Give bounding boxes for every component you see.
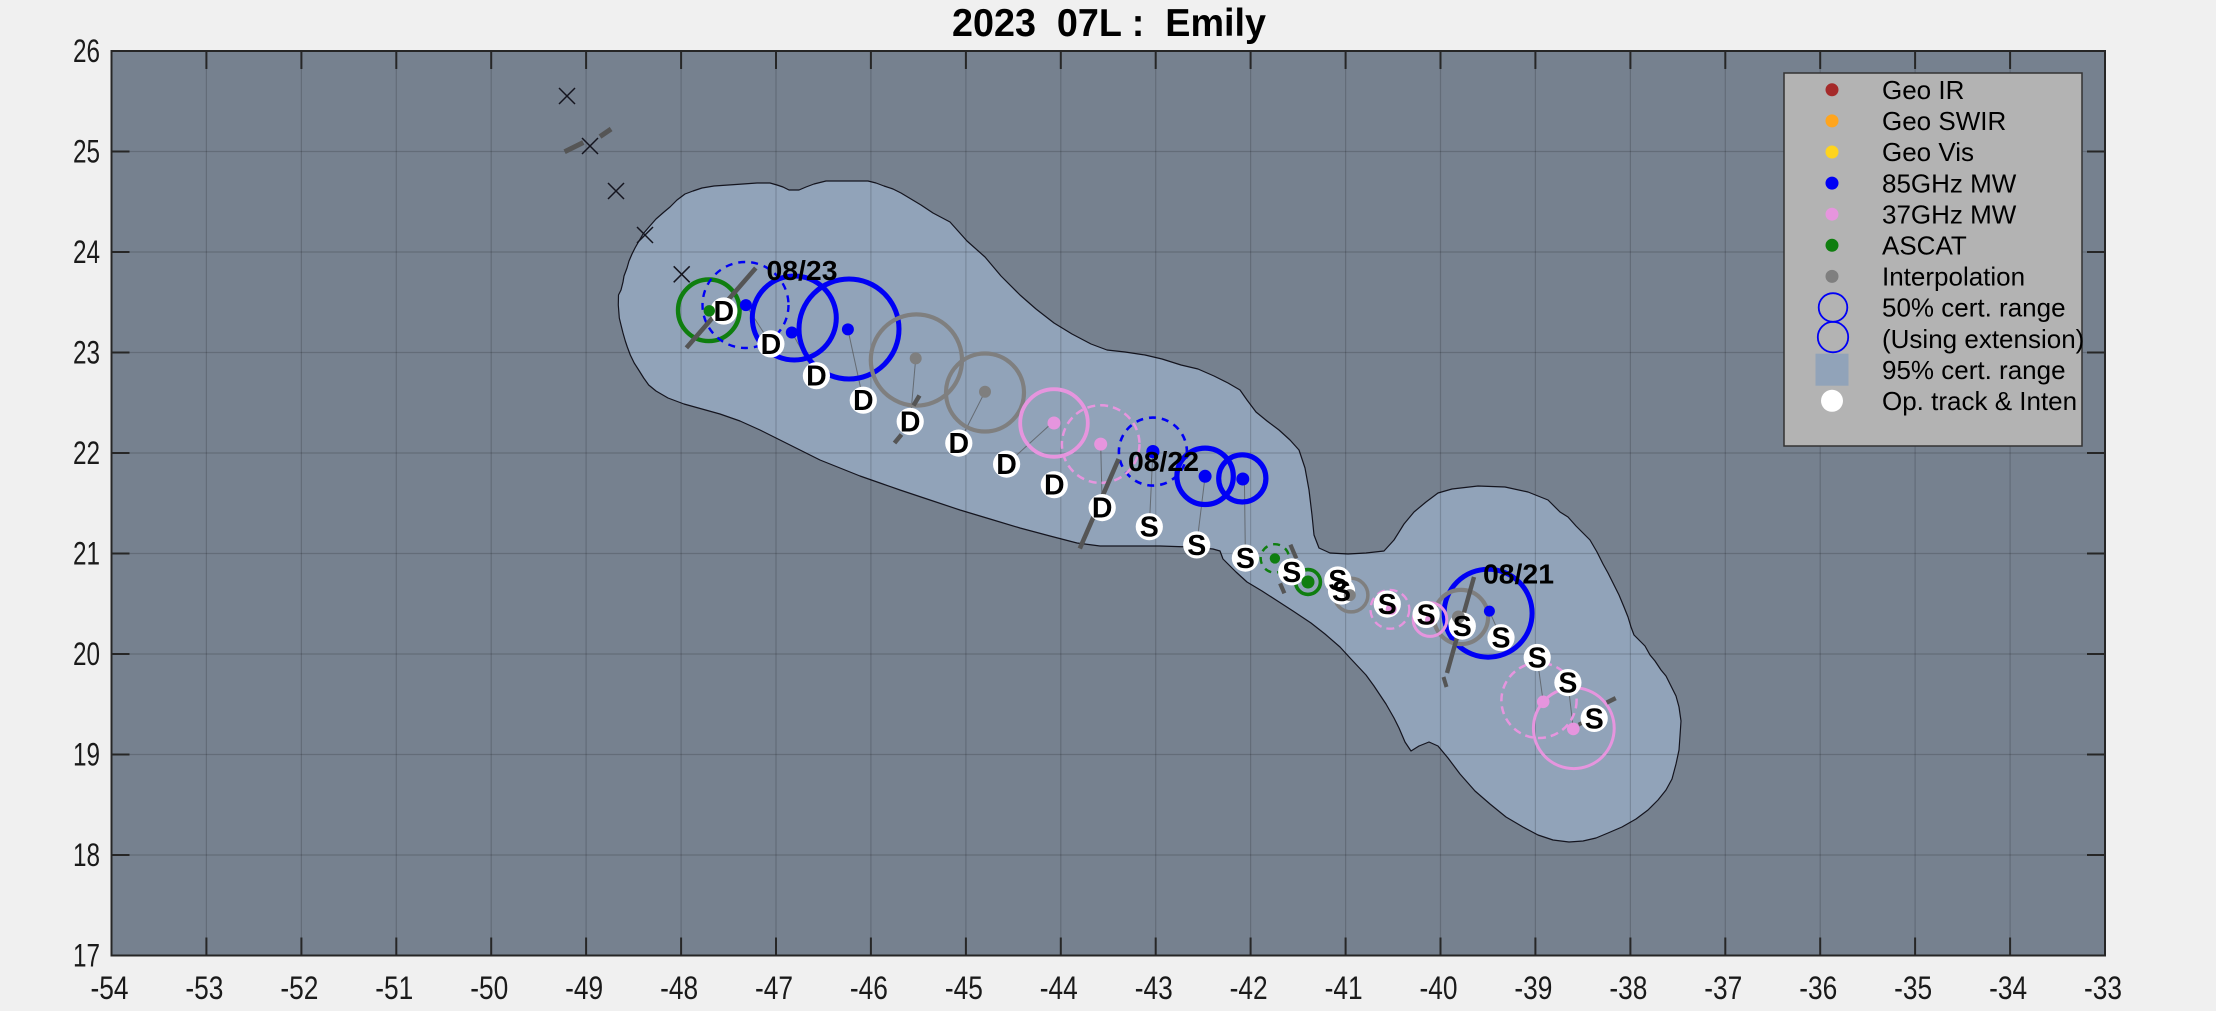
svg-text:Interpolation: Interpolation <box>1882 262 2025 292</box>
svg-text:25: 25 <box>73 134 100 170</box>
svg-text:S: S <box>1528 643 1547 675</box>
svg-text:-54: -54 <box>91 970 129 1006</box>
svg-text:D: D <box>714 296 735 328</box>
svg-text:-41: -41 <box>1325 970 1363 1006</box>
svg-text:S: S <box>1378 589 1397 621</box>
svg-text:85GHz MW: 85GHz MW <box>1882 168 2017 198</box>
svg-text:-52: -52 <box>280 970 318 1006</box>
svg-text:Geo IR: Geo IR <box>1882 75 1964 105</box>
svg-text:D: D <box>949 428 970 460</box>
svg-text:S: S <box>1417 600 1436 632</box>
svg-text:-48: -48 <box>660 970 698 1006</box>
svg-text:-51: -51 <box>375 970 413 1006</box>
svg-text:-33: -33 <box>2084 970 2122 1006</box>
svg-text:S: S <box>1491 623 1510 655</box>
svg-text:-36: -36 <box>1799 970 1837 1006</box>
svg-text:-46: -46 <box>850 970 888 1006</box>
svg-text:08/22: 08/22 <box>1128 446 1199 477</box>
svg-text:08/23: 08/23 <box>767 255 838 286</box>
svg-text:ASCAT: ASCAT <box>1882 231 1967 261</box>
svg-text:Op. track & Inten: Op. track & Inten <box>1882 386 2077 416</box>
svg-text:-42: -42 <box>1230 970 1268 1006</box>
svg-text:-37: -37 <box>1704 970 1742 1006</box>
svg-text:17: 17 <box>73 938 100 974</box>
svg-text:22: 22 <box>73 435 100 471</box>
svg-text:D: D <box>900 407 921 439</box>
svg-text:-43: -43 <box>1135 970 1173 1006</box>
svg-text:08/21: 08/21 <box>1483 559 1554 590</box>
svg-text:-47: -47 <box>755 970 793 1006</box>
svg-text:(Using extension): (Using extension) <box>1882 324 2084 354</box>
svg-text:23: 23 <box>73 335 100 371</box>
svg-text:D: D <box>996 449 1017 481</box>
svg-text:-53: -53 <box>185 970 223 1006</box>
svg-text:S: S <box>1332 576 1351 608</box>
svg-text:D: D <box>1044 470 1065 502</box>
svg-text:-39: -39 <box>1514 970 1552 1006</box>
svg-text:95% cert. range: 95% cert. range <box>1882 355 2066 385</box>
svg-text:S: S <box>1558 668 1577 700</box>
svg-text:Geo SWIR: Geo SWIR <box>1882 106 2006 136</box>
svg-text:21: 21 <box>73 536 100 572</box>
svg-text:D: D <box>1092 493 1113 525</box>
svg-text:S: S <box>1282 557 1301 589</box>
svg-text:24: 24 <box>73 234 100 270</box>
svg-text:-38: -38 <box>1609 970 1647 1006</box>
svg-text:S: S <box>1187 530 1206 562</box>
svg-text:S: S <box>1236 543 1255 575</box>
svg-text:19: 19 <box>73 737 100 773</box>
svg-text:S: S <box>1453 611 1472 643</box>
svg-text:50% cert. range: 50% cert. range <box>1882 293 2066 323</box>
svg-text:S: S <box>1140 512 1159 544</box>
svg-text:S: S <box>1585 703 1604 735</box>
svg-text:20: 20 <box>73 636 100 672</box>
svg-text:37GHz MW: 37GHz MW <box>1882 199 2017 229</box>
svg-text:26: 26 <box>73 33 100 69</box>
svg-text:18: 18 <box>73 837 100 873</box>
svg-text:-35: -35 <box>1894 970 1932 1006</box>
svg-text:D: D <box>761 329 782 361</box>
svg-text:-45: -45 <box>945 970 983 1006</box>
svg-text:D: D <box>853 385 874 417</box>
svg-text:D: D <box>806 361 827 393</box>
svg-text:-49: -49 <box>565 970 603 1006</box>
svg-text:2023 07L : Emily: 2023 07L : Emily <box>952 2 1266 45</box>
svg-text:-50: -50 <box>470 970 508 1006</box>
svg-text:S: S <box>1328 565 1347 597</box>
svg-text:Geo Vis: Geo Vis <box>1882 137 1974 167</box>
svg-text:-34: -34 <box>1989 970 2027 1006</box>
svg-text:-40: -40 <box>1420 970 1458 1006</box>
svg-text:-44: -44 <box>1040 970 1078 1006</box>
